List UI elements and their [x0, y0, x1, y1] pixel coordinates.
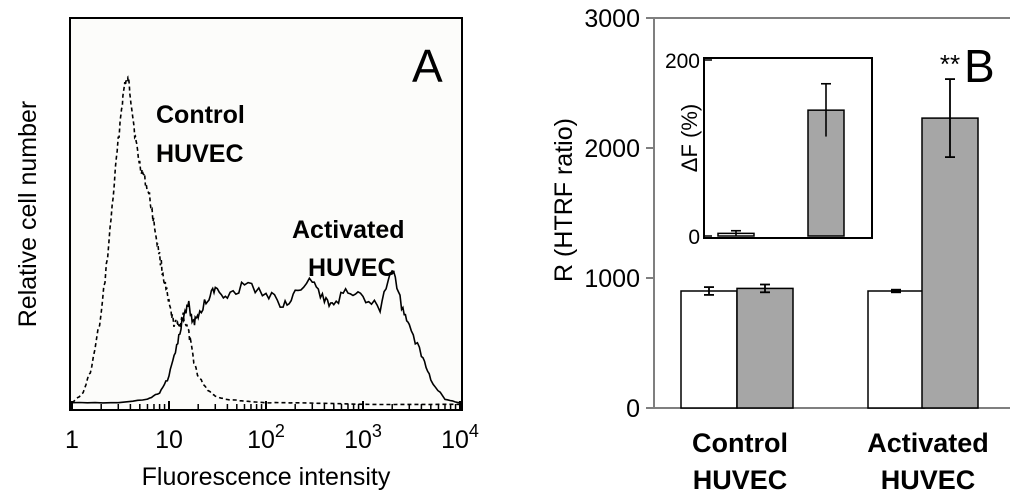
panel-a-xlabel: Fluorescence intensity: [142, 463, 391, 491]
panel-b-y-tick-label: 0: [626, 395, 640, 423]
panel-b-letter: B: [964, 40, 995, 92]
panel-b-y-tick-label: 3000: [584, 5, 640, 33]
group-label-activated-line1: Activated: [867, 428, 989, 458]
group-label-control: Control HUVEC: [692, 428, 788, 495]
panel-a-x-tick-base: 10: [155, 426, 183, 454]
panel-a-x-tick-label: 102: [247, 421, 285, 454]
inset-ylabel: ΔF (%): [677, 104, 702, 172]
panel-a-x-tick-label: 10: [155, 426, 183, 454]
inset-y-tick-label: 0: [688, 226, 700, 249]
panel-a-x-tick-base: 1: [65, 426, 79, 454]
panel-a-letter: A: [412, 40, 443, 92]
control-huvec-annotation: Control HUVEC: [156, 101, 252, 168]
panel-a-x-tick-exponent: 3: [372, 421, 382, 441]
control-huvec-annotation-line2: HUVEC: [156, 140, 244, 168]
panel-a-x-tick-label: 1: [65, 426, 79, 454]
panel-a-x-tick-base: 10: [441, 426, 469, 454]
activated-huvec-annotation-line1: Activated: [292, 216, 405, 244]
activated-huvec-histogram: [71, 270, 461, 404]
panel-b-y-tick-label: 2000: [584, 135, 640, 163]
group-label-control-line1: Control: [692, 428, 788, 458]
panel-a: A Relative cell number Fluorescence inte…: [14, 17, 479, 491]
panel-a-ylabel: Relative cell number: [14, 101, 42, 328]
panel-a-x-tick-label: 103: [344, 421, 382, 454]
inset-frame: [703, 57, 873, 239]
inset-y-tick-label: 200: [665, 50, 700, 73]
panel-a-x-tick-exponent: 4: [469, 421, 479, 441]
group-label-activated-line2: HUVEC: [881, 465, 976, 495]
inset-y-ticks: 0 200: [665, 50, 712, 249]
group-label-activated: Activated HUVEC: [867, 428, 989, 495]
panel-b-y-ticks: 0 1000 2000 3000: [584, 5, 654, 423]
panel-a-x-tick-label: 104: [441, 421, 479, 454]
panel-b-bar: [736, 287, 794, 409]
panel-a-x-tick-base: 10: [344, 426, 372, 454]
panel-b-y-tick-label: 1000: [584, 265, 640, 293]
panel-b-bar: [921, 117, 979, 409]
activated-huvec-annotation: Activated HUVEC: [292, 216, 412, 282]
panel-b-ylabel: R (HTRF ratio): [550, 118, 578, 282]
panel-a-x-ticks: 1 10 102 103 104: [65, 401, 479, 454]
panel-a-x-tick-exponent: 2: [275, 421, 285, 441]
panel-b-bar: [680, 290, 738, 409]
control-huvec-annotation-line1: Control: [156, 101, 245, 129]
inset-chart: ΔF (%) 0 200: [665, 50, 873, 249]
panel-b-bar: [867, 290, 925, 409]
inset-bars: [717, 82, 845, 237]
activated-huvec-annotation-line2: HUVEC: [308, 254, 396, 282]
significance-marker: **: [940, 49, 960, 79]
panel-a-x-tick-base: 10: [247, 426, 275, 454]
panel-b-bars: [680, 78, 979, 409]
control-huvec-histogram: [71, 75, 461, 406]
group-label-control-line2: HUVEC: [693, 465, 788, 495]
panel-a-plot-frame: [69, 17, 463, 411]
